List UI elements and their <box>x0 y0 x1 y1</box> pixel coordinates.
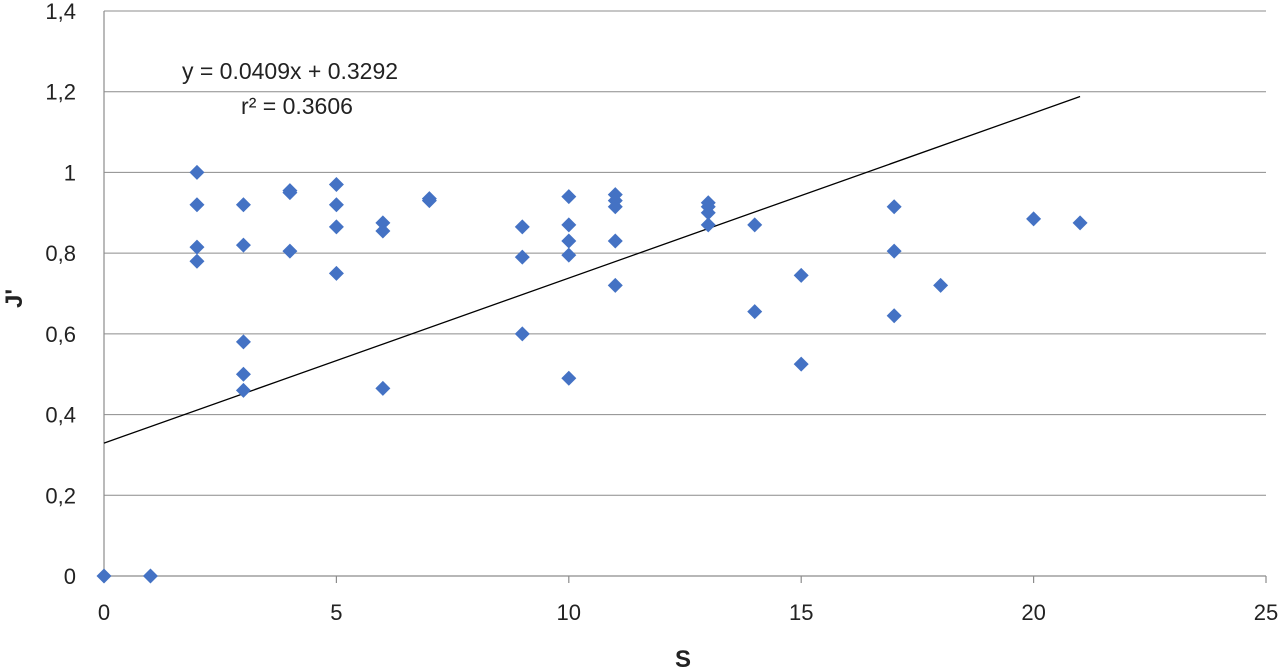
data-point <box>189 197 205 213</box>
data-point <box>561 189 577 205</box>
data-point <box>235 382 251 398</box>
x-tick-label: 0 <box>98 600 110 625</box>
data-point <box>282 185 298 201</box>
y-tick-label: 1 <box>64 160 76 185</box>
data-point <box>1026 211 1042 227</box>
data-point <box>793 267 809 283</box>
data-point <box>421 193 437 209</box>
data-point <box>235 197 251 213</box>
tick-labels: 0 0,2 0,4 0,6 0,8 1 1,2 1,4 0 5 10 15 20 25 <box>45 0 1278 625</box>
data-point <box>1072 215 1088 231</box>
data-point <box>328 265 344 281</box>
trendline-equation: y = 0.0409x + 0.3292 <box>182 58 398 84</box>
x-tick-label: 15 <box>789 600 813 625</box>
data-point <box>747 304 763 320</box>
data-point <box>235 334 251 350</box>
data-point <box>561 233 577 249</box>
data-point <box>375 380 391 396</box>
data-point <box>189 164 205 180</box>
data-point <box>886 308 902 324</box>
x-tick-label: 20 <box>1021 600 1045 625</box>
trendline-group <box>103 95 1081 444</box>
trendline-r-squared: r² = 0.3606 <box>241 93 353 119</box>
data-point <box>607 233 623 249</box>
axes <box>103 11 1267 583</box>
data-point <box>561 370 577 386</box>
data-point <box>514 326 530 342</box>
data-points <box>96 164 1088 584</box>
data-point <box>375 223 391 239</box>
data-point <box>328 177 344 193</box>
data-point <box>514 219 530 235</box>
data-point <box>235 237 251 253</box>
data-point <box>235 366 251 382</box>
y-axis-title: J' <box>1 289 28 308</box>
data-point <box>189 239 205 255</box>
data-point <box>700 205 716 221</box>
data-point <box>189 253 205 269</box>
x-tick-label: 25 <box>1254 600 1278 625</box>
y-tick-label: 0,2 <box>45 483 76 508</box>
data-point <box>328 219 344 235</box>
gridlines <box>104 10 1266 496</box>
data-point <box>793 356 809 372</box>
y-tick-label: 0 <box>64 564 76 589</box>
data-point <box>886 243 902 259</box>
data-point <box>375 215 391 231</box>
data-point <box>747 217 763 233</box>
data-point <box>561 247 577 263</box>
y-tick-label: 0,4 <box>45 403 76 428</box>
data-point <box>142 568 158 584</box>
trendline <box>103 95 1081 444</box>
data-point <box>282 243 298 259</box>
x-tick-label: 5 <box>330 600 342 625</box>
y-tick-label: 0,6 <box>45 322 76 347</box>
y-tick-label: 0,8 <box>45 241 76 266</box>
x-tick-label: 10 <box>557 600 581 625</box>
data-point <box>933 277 949 293</box>
data-point <box>607 277 623 293</box>
data-point <box>700 217 716 233</box>
y-tick-label: 1,2 <box>45 80 76 105</box>
data-point <box>561 217 577 233</box>
data-point <box>328 197 344 213</box>
x-axis-title: S <box>675 646 691 670</box>
data-point <box>886 199 902 215</box>
data-point <box>607 199 623 215</box>
y-tick-label: 1,4 <box>45 0 76 24</box>
data-point <box>514 249 530 265</box>
data-point <box>96 568 112 584</box>
